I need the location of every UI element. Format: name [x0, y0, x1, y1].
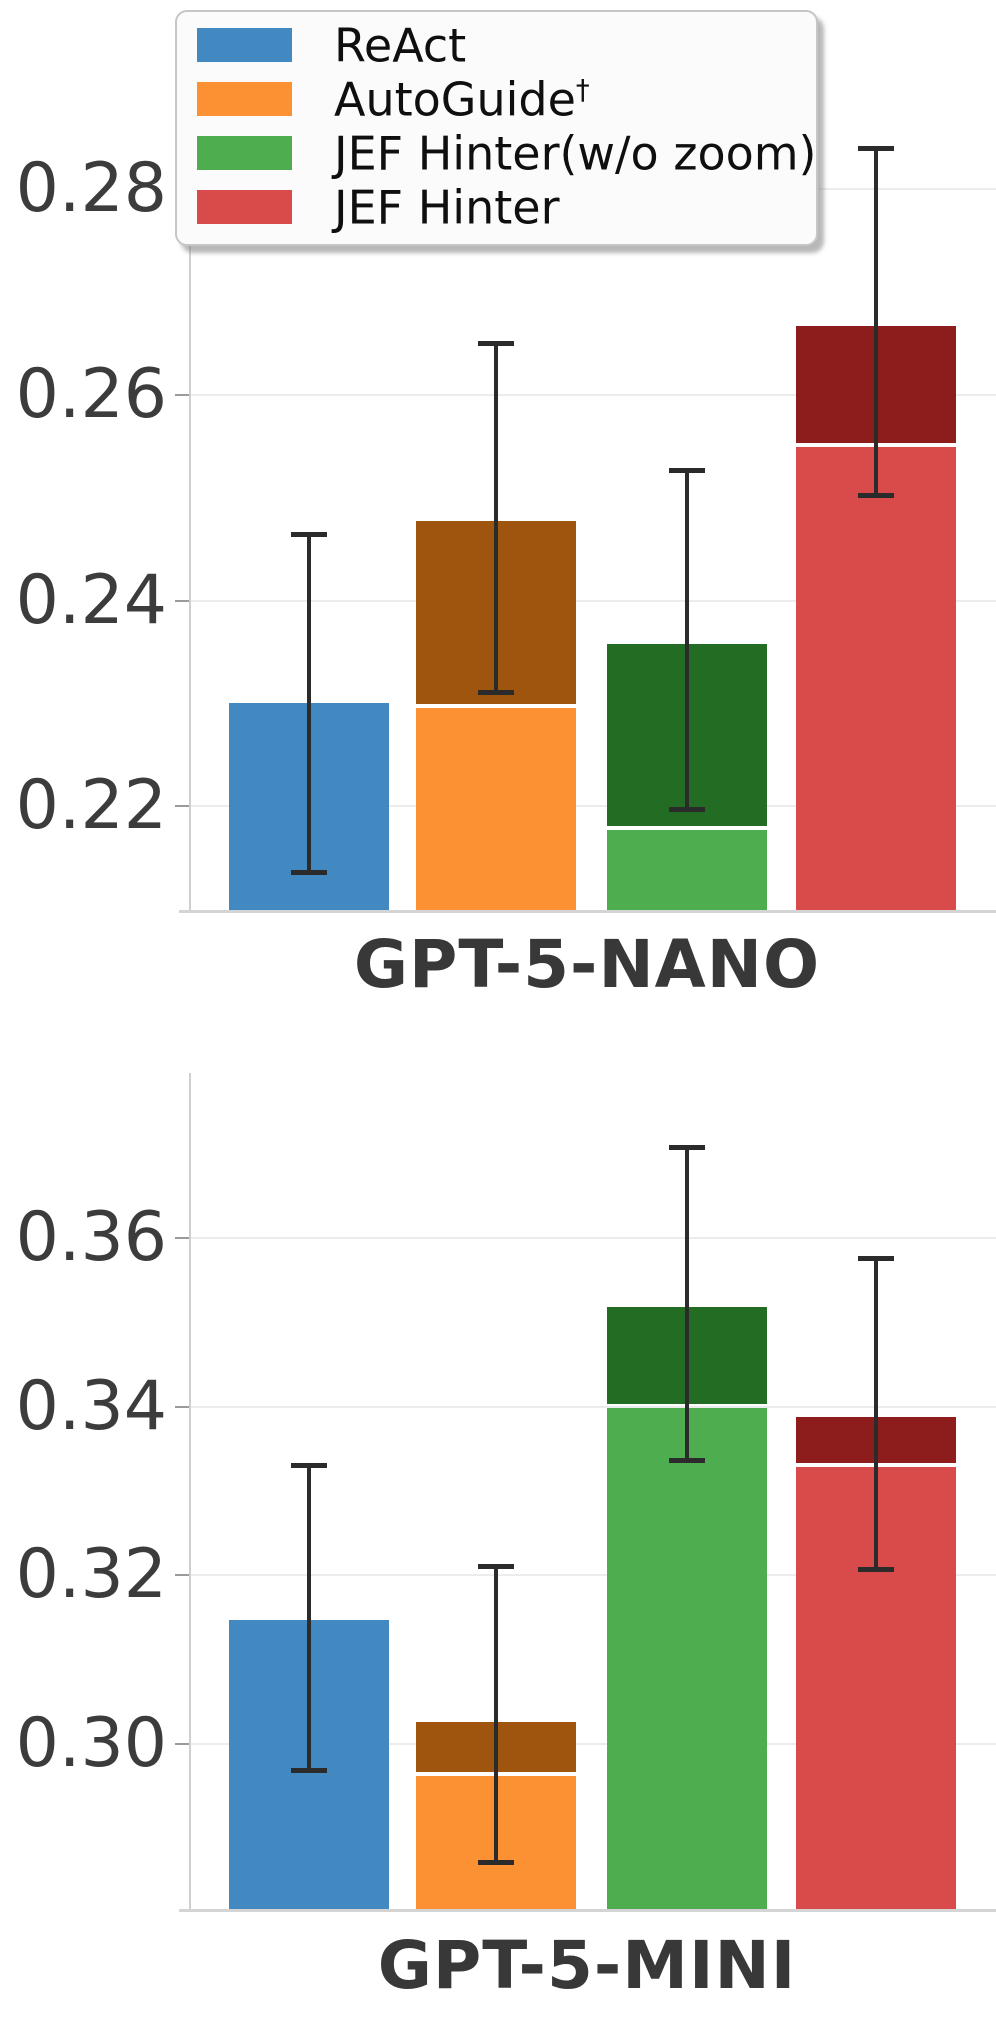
error-bar-jef-hinter-w-o-zoom	[685, 1147, 689, 1462]
error-cap-bottom-jef-hinter	[858, 1567, 894, 1573]
legend-swatch-autoguide	[197, 82, 292, 116]
y-tick-label-0.32: 0.32	[15, 1535, 167, 1615]
error-cap-bottom-react	[291, 869, 327, 875]
y-tick-label-0.28: 0.28	[15, 149, 167, 229]
error-bar-react	[307, 1464, 311, 1772]
error-cap-bottom-autoguide	[478, 690, 514, 696]
error-cap-top-jef-hinter	[858, 1255, 894, 1261]
error-bar-jef-hinter-w-o-zoom	[685, 469, 689, 811]
error-bar-autoguide	[494, 1566, 498, 1863]
gridline-0.32	[189, 1574, 996, 1577]
gridline-0.30	[189, 1743, 996, 1746]
chart-title-gpt-5-nano: GPT-5-NANO	[353, 926, 821, 1003]
error-bar-jef-hinter	[874, 148, 878, 496]
gridline-0.36	[189, 1236, 996, 1239]
y-axis-spine	[189, 70, 191, 910]
legend-item-jef-hinter: JEF Hinter	[177, 180, 816, 234]
error-cap-bottom-jef-hinter-w-o-zoom	[669, 807, 705, 813]
error-cap-top-jef-hinter	[858, 146, 894, 152]
y-tick-0.24	[175, 599, 189, 602]
legend-item-react: ReAct	[177, 18, 816, 72]
y-tick-0.26	[175, 393, 189, 396]
error-cap-top-react	[291, 531, 327, 537]
legend-item-autoguide: AutoGuide†	[177, 72, 816, 126]
y-tick-label-0.24: 0.24	[15, 560, 167, 640]
gridline-0.26	[189, 393, 996, 396]
error-bar-jef-hinter	[874, 1257, 878, 1571]
legend: ReAct AutoGuide† JEF Hinter(w/o zoom) JE…	[175, 10, 818, 246]
chart-title-gpt-5-mini: GPT-5-MINI	[377, 1927, 797, 2004]
y-tick-label-0.30: 0.30	[15, 1704, 167, 1784]
legend-label-autoguide: AutoGuide†	[334, 72, 590, 127]
bar-jef-hinter-w-o-zoom-base	[607, 829, 767, 910]
y-tick-label-0.22: 0.22	[15, 766, 167, 846]
error-cap-top-jef-hinter-w-o-zoom	[669, 467, 705, 473]
bar-autoguide-base	[416, 708, 576, 910]
error-cap-top-jef-hinter-w-o-zoom	[669, 1145, 705, 1151]
legend-swatch-jef-hinter-wo-zoom	[197, 136, 292, 170]
y-axis-spine	[189, 1073, 191, 1909]
legend-label-jef-hinter-wo-zoom: JEF Hinter(w/o zoom)	[334, 126, 817, 181]
gridline-0.22	[189, 805, 996, 808]
dagger-superscript: †	[575, 72, 590, 106]
error-cap-top-autoguide	[478, 1564, 514, 1570]
error-cap-bottom-autoguide	[478, 1859, 514, 1865]
x-axis-spine	[179, 910, 996, 913]
error-cap-top-autoguide	[478, 341, 514, 347]
bar-jef-hinter-base	[796, 447, 956, 910]
y-tick-0.34	[175, 1405, 189, 1408]
y-tick-0.22	[175, 805, 189, 808]
error-bar-react	[307, 533, 311, 873]
legend-label-react: ReAct	[334, 18, 467, 73]
y-tick-label-0.36: 0.36	[15, 1197, 167, 1277]
legend-label-jef-hinter: JEF Hinter	[334, 180, 560, 235]
x-axis-spine	[179, 1909, 996, 1912]
error-cap-bottom-react	[291, 1768, 327, 1774]
legend-swatch-react	[197, 28, 292, 62]
y-tick-label-0.34: 0.34	[15, 1366, 167, 1446]
error-cap-bottom-jef-hinter-w-o-zoom	[669, 1458, 705, 1464]
gridline-0.34	[189, 1405, 996, 1408]
y-tick-0.36	[175, 1236, 189, 1239]
error-bar-autoguide	[494, 343, 498, 694]
legend-item-jef-hinter-wo-zoom: JEF Hinter(w/o zoom)	[177, 126, 817, 181]
gridline-0.24	[189, 599, 996, 602]
y-tick-label-0.26: 0.26	[15, 354, 167, 434]
error-cap-top-react	[291, 1462, 327, 1468]
y-tick-0.32	[175, 1574, 189, 1577]
legend-swatch-jef-hinter	[197, 190, 292, 224]
error-cap-bottom-jef-hinter	[858, 492, 894, 498]
y-tick-0.30	[175, 1743, 189, 1746]
bar-jef-hinter-w-o-zoom-base	[607, 1408, 767, 1909]
